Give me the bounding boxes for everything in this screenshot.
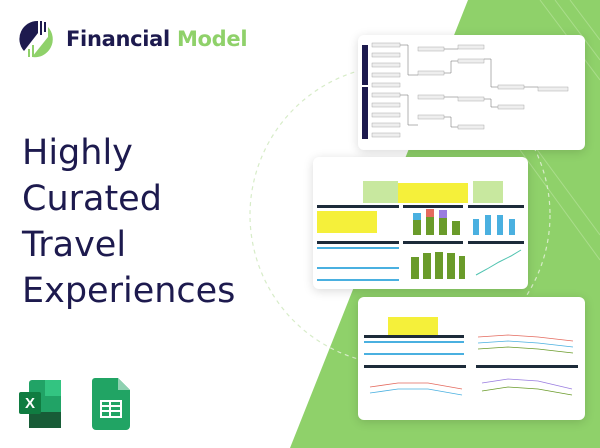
headline-line: Curated	[22, 179, 162, 219]
charts-preview	[364, 317, 578, 396]
google-sheets-icon	[92, 378, 130, 430]
headline-line: Travel	[22, 225, 127, 265]
headline: Highly Curated Travel Experiences	[22, 130, 235, 314]
preview-card-charts	[358, 297, 585, 420]
preview-card-diagram	[358, 35, 585, 150]
brand-name: Financial Model	[66, 27, 248, 51]
headline-line: Highly	[22, 133, 133, 173]
tree-diagram-preview	[362, 42, 569, 139]
dashboard-preview	[317, 181, 524, 281]
financial-model-logo	[19, 20, 53, 58]
excel-icon: X	[19, 380, 61, 428]
preview-card-dashboard	[313, 157, 528, 289]
svg-text:X: X	[25, 395, 35, 412]
headline-line: Experiences	[22, 271, 236, 311]
